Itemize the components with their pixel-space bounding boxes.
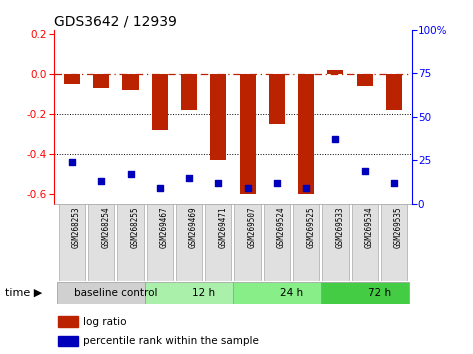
Text: GDS3642 / 12939: GDS3642 / 12939 xyxy=(54,15,177,29)
Bar xyxy=(327,70,343,74)
Text: GSM269471: GSM269471 xyxy=(219,206,228,247)
Text: GSM269524: GSM269524 xyxy=(277,206,286,247)
Bar xyxy=(123,74,139,90)
Point xyxy=(68,159,76,165)
Text: GSM269534: GSM269534 xyxy=(365,206,374,247)
Text: GSM268255: GSM268255 xyxy=(131,206,140,247)
FancyBboxPatch shape xyxy=(381,204,407,281)
Text: time ▶: time ▶ xyxy=(5,288,42,298)
Point xyxy=(156,185,164,191)
Point xyxy=(302,185,310,191)
Point xyxy=(185,175,193,181)
FancyBboxPatch shape xyxy=(59,204,85,281)
FancyBboxPatch shape xyxy=(205,204,231,281)
FancyBboxPatch shape xyxy=(235,204,261,281)
FancyBboxPatch shape xyxy=(57,282,145,304)
Text: GSM269467: GSM269467 xyxy=(160,206,169,247)
Bar xyxy=(269,74,285,124)
Text: percentile rank within the sample: percentile rank within the sample xyxy=(83,336,259,346)
Point xyxy=(390,180,398,185)
Point xyxy=(273,180,280,185)
Bar xyxy=(239,74,255,194)
Text: GSM269533: GSM269533 xyxy=(335,206,344,247)
Text: 72 h: 72 h xyxy=(368,288,391,298)
Bar xyxy=(93,74,109,88)
FancyBboxPatch shape xyxy=(88,204,114,281)
FancyBboxPatch shape xyxy=(145,282,233,304)
Text: GSM268254: GSM268254 xyxy=(101,206,110,247)
Bar xyxy=(210,74,227,160)
FancyBboxPatch shape xyxy=(351,204,378,281)
FancyBboxPatch shape xyxy=(263,204,290,281)
FancyBboxPatch shape xyxy=(176,204,202,281)
Point xyxy=(97,178,105,184)
Point xyxy=(215,180,222,185)
FancyBboxPatch shape xyxy=(293,204,319,281)
Bar xyxy=(58,336,78,346)
FancyBboxPatch shape xyxy=(117,204,144,281)
Point xyxy=(127,171,134,177)
Bar xyxy=(181,74,197,110)
Text: GSM269507: GSM269507 xyxy=(247,206,256,247)
Point xyxy=(361,168,368,173)
Bar xyxy=(298,74,314,194)
FancyBboxPatch shape xyxy=(321,282,409,304)
Text: GSM269535: GSM269535 xyxy=(394,206,403,247)
Text: GSM269469: GSM269469 xyxy=(189,206,198,247)
FancyBboxPatch shape xyxy=(233,282,321,304)
Text: GSM269525: GSM269525 xyxy=(306,206,315,247)
Text: GSM268253: GSM268253 xyxy=(72,206,81,247)
FancyBboxPatch shape xyxy=(147,204,173,281)
Text: baseline control: baseline control xyxy=(74,288,158,298)
Point xyxy=(244,185,251,191)
Point xyxy=(332,137,339,142)
Bar xyxy=(386,74,402,110)
Text: 12 h: 12 h xyxy=(192,288,215,298)
Bar xyxy=(357,74,373,86)
Bar xyxy=(58,316,78,327)
Bar xyxy=(64,74,80,84)
Bar xyxy=(152,74,168,130)
Text: 24 h: 24 h xyxy=(280,288,303,298)
FancyBboxPatch shape xyxy=(322,204,349,281)
Text: log ratio: log ratio xyxy=(83,317,126,327)
